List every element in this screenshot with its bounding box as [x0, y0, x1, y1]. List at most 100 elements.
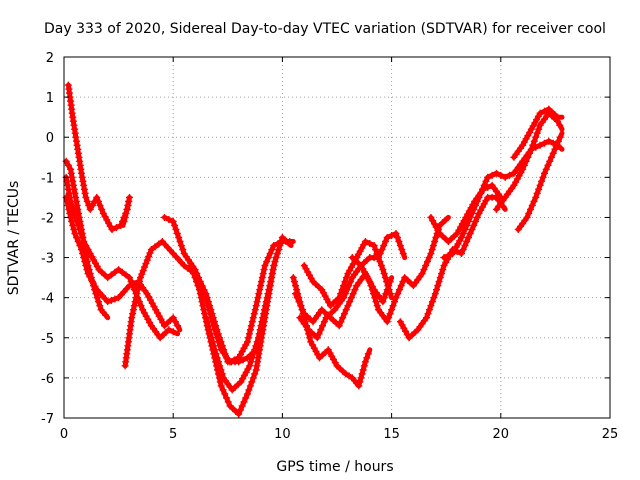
data-point-marker: [254, 334, 262, 342]
data-point-marker: [366, 278, 374, 286]
data-point-marker: [479, 185, 487, 193]
data-point-marker: [358, 370, 366, 378]
data-point-marker: [206, 330, 214, 338]
data-point-marker: [129, 306, 137, 314]
data-point-marker: [130, 280, 138, 288]
data-point-marker: [530, 137, 538, 145]
data-series-17: [492, 109, 565, 213]
data-point-marker: [380, 270, 388, 278]
data-point-marker: [384, 282, 392, 290]
data-point-marker: [337, 318, 345, 326]
data-point-marker: [248, 354, 256, 362]
data-point-marker: [340, 282, 348, 290]
data-point-marker: [77, 246, 85, 254]
data-point-marker: [533, 189, 541, 197]
data-point-marker: [427, 250, 435, 258]
data-point-marker: [79, 250, 87, 258]
data-point-marker: [64, 161, 72, 169]
data-point-marker: [538, 177, 546, 185]
data-point-marker: [212, 330, 220, 338]
data-point-marker: [290, 278, 298, 286]
data-point-marker: [381, 238, 389, 246]
data-point-marker: [80, 254, 88, 262]
data-point-marker: [383, 234, 391, 241]
data-point-marker: [121, 213, 129, 221]
data-point-marker: [319, 322, 327, 330]
data-point-marker: [118, 268, 126, 276]
data-point-marker: [530, 197, 538, 205]
data-point-marker: [317, 326, 325, 334]
data-point-marker: [360, 362, 368, 370]
data-point-marker: [335, 322, 343, 330]
data-point-marker: [439, 266, 447, 274]
data-point-marker: [346, 298, 354, 306]
x-tick-label: 25: [602, 427, 619, 442]
data-point-marker: [524, 153, 532, 161]
data-point-marker: [203, 318, 211, 326]
data-point-marker: [394, 290, 402, 298]
data-point-marker: [535, 125, 543, 133]
data-point-marker: [171, 318, 179, 326]
data-point-marker: [255, 330, 263, 338]
data-series-18: [510, 105, 565, 161]
data-point-marker: [366, 240, 374, 248]
data-point-marker: [93, 294, 101, 302]
data-point-marker: [251, 306, 259, 314]
data-point-marker: [66, 209, 74, 217]
data-point-marker: [338, 286, 346, 294]
data-point-marker: [376, 258, 384, 266]
data-point-marker: [180, 262, 188, 270]
data-point-marker: [293, 294, 301, 302]
data-point-marker: [67, 169, 75, 177]
y-tick-label: -7: [41, 412, 54, 427]
data-point-marker: [217, 366, 225, 374]
data-point-marker: [368, 286, 376, 294]
data-series-layer: [62, 81, 565, 418]
data-point-marker: [239, 356, 247, 364]
data-point-marker: [284, 239, 292, 247]
data-point-marker: [522, 157, 530, 165]
data-point-marker: [431, 290, 439, 298]
data-point-marker: [553, 141, 561, 149]
y-axis-label: SDTVAR / TECUs: [6, 181, 22, 296]
data-point-marker: [277, 238, 285, 246]
data-point-marker: [216, 342, 224, 350]
data-point-marker: [192, 278, 200, 286]
data-point-marker: [205, 326, 213, 334]
data-point-marker: [373, 302, 381, 310]
data-point-marker: [238, 402, 246, 410]
data-point-marker: [349, 290, 357, 298]
data-point-marker: [463, 221, 471, 229]
data-point-marker: [540, 107, 548, 115]
data-point-marker: [243, 338, 251, 346]
data-point-marker: [392, 294, 400, 302]
data-series-3: [62, 173, 181, 342]
data-point-marker: [536, 141, 544, 149]
data-point-marker: [247, 358, 255, 366]
data-point-marker: [104, 274, 112, 282]
data-point-marker: [270, 242, 278, 250]
y-tick-label: 2: [46, 51, 54, 66]
data-point-marker: [315, 330, 323, 338]
data-point-marker: [124, 201, 132, 209]
data-point-marker: [64, 201, 72, 209]
data-point-marker: [259, 270, 267, 278]
data-point-marker: [398, 246, 406, 254]
data-point-marker: [248, 378, 256, 386]
data-series-19: [514, 130, 565, 233]
data-point-marker: [63, 177, 71, 185]
data-point-marker: [250, 310, 258, 318]
data-point-marker: [297, 302, 305, 310]
data-point-marker: [126, 193, 134, 201]
data-point-marker: [249, 314, 257, 322]
x-tick-label: 10: [274, 427, 291, 442]
y-tick-label: -6: [41, 372, 54, 387]
data-point-marker: [117, 221, 125, 229]
data-point-marker: [122, 271, 130, 279]
data-series-1: [64, 81, 134, 233]
data-point-marker: [169, 328, 177, 336]
data-point-marker: [169, 217, 177, 225]
data-point-marker: [468, 225, 476, 233]
data-point-marker: [244, 334, 252, 342]
data-series-13: [348, 214, 451, 326]
